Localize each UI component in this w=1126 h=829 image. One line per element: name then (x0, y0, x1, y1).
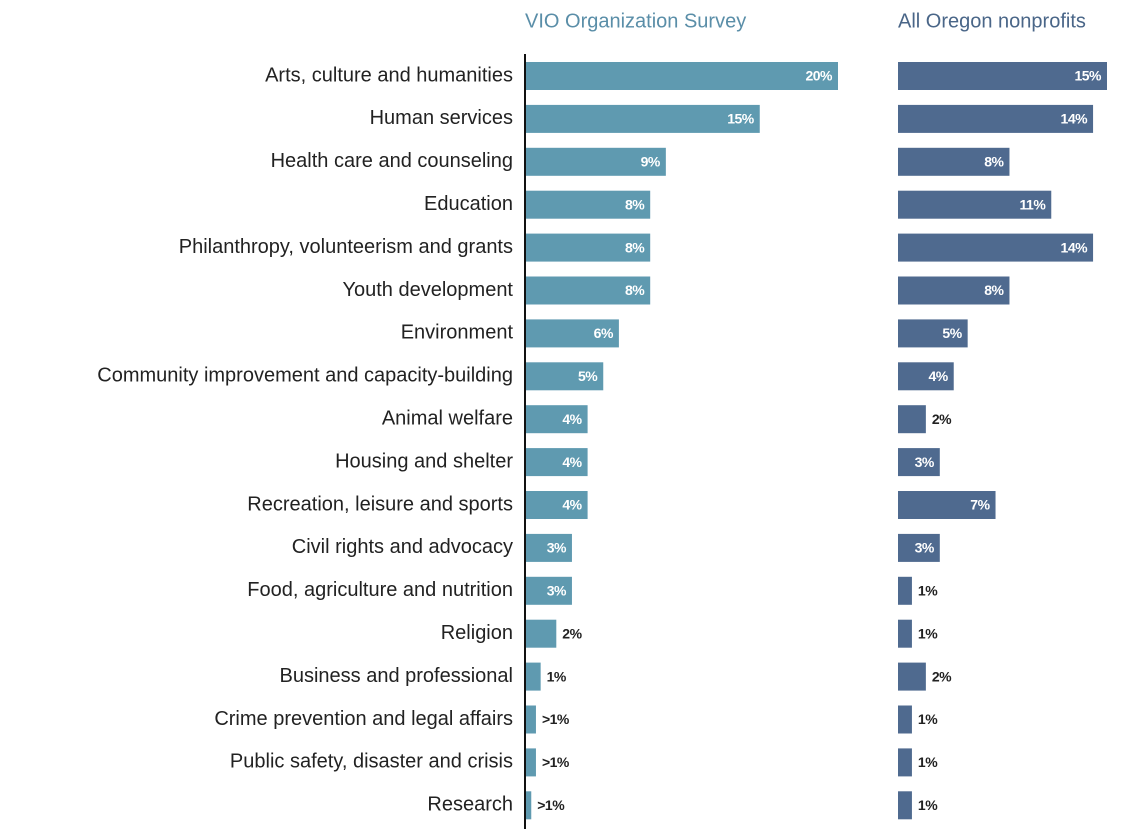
value-label: 8% (625, 282, 645, 298)
value-label: 4% (562, 497, 582, 513)
category-label: Housing and shelter (335, 450, 513, 472)
value-label: 15% (1074, 68, 1102, 84)
value-label: 11% (1020, 196, 1047, 212)
value-label: 5% (942, 325, 962, 341)
value-label: 1% (918, 711, 938, 727)
bar (898, 276, 1010, 305)
value-label: 4% (562, 411, 582, 427)
category-label: Recreation, leisure and sports (247, 493, 513, 515)
bar (526, 748, 536, 777)
category-label: Research (427, 794, 513, 816)
category-label: Civil rights and advocacy (292, 536, 513, 558)
bar (898, 233, 1094, 262)
category-label: Business and professional (280, 665, 513, 687)
category-label: Public safety, disaster and crisis (230, 751, 513, 773)
bar (898, 619, 912, 648)
value-label: 20% (805, 68, 833, 84)
value-label: 2% (932, 668, 952, 684)
value-label: 3% (547, 540, 567, 556)
value-label: 1% (918, 754, 938, 770)
value-label: 4% (562, 454, 582, 470)
bar (898, 62, 1107, 90)
value-label: 14% (1061, 239, 1089, 255)
value-label: 7% (970, 497, 990, 513)
bar (526, 705, 536, 734)
bar (526, 362, 604, 391)
category-label: Community improvement and capacity-build… (97, 365, 513, 387)
bar (898, 104, 1094, 133)
category-label: Youth development (342, 279, 513, 301)
category-label: Animal welfare (382, 407, 513, 429)
bar (898, 491, 996, 519)
bar (526, 104, 760, 133)
value-label: 3% (915, 540, 935, 556)
bar (898, 319, 968, 348)
bar (526, 190, 651, 219)
value-label: >1% (542, 754, 570, 770)
bar (526, 319, 619, 348)
value-label: 3% (547, 583, 567, 599)
bar (898, 662, 926, 691)
value-label: 1% (918, 797, 938, 813)
category-label: Environment (401, 322, 514, 344)
value-label: 5% (578, 368, 598, 384)
bar (898, 405, 926, 434)
value-label: >1% (542, 711, 570, 727)
value-label: 8% (625, 196, 645, 212)
value-label: 2% (562, 625, 582, 641)
bar (526, 147, 666, 176)
bar (898, 362, 954, 391)
value-label: >1% (537, 797, 565, 813)
category-label: Arts, culture and humanities (265, 64, 513, 86)
bar (898, 190, 1052, 219)
bar (898, 748, 912, 777)
bar (898, 791, 912, 820)
value-label: 2% (932, 411, 952, 427)
bar (526, 619, 557, 648)
bar (898, 705, 912, 734)
value-label: 8% (984, 154, 1004, 170)
bar (526, 405, 588, 434)
value-label: 1% (918, 625, 938, 641)
value-label: 4% (928, 368, 948, 384)
value-label: 1% (918, 583, 938, 599)
category-label: Food, agriculture and nutrition (247, 579, 513, 601)
bar (898, 448, 940, 477)
bar (526, 576, 572, 605)
bar (898, 147, 1010, 176)
category-label: Philanthropy, volunteerism and grants (179, 236, 513, 258)
bar (526, 791, 532, 820)
value-label: 14% (1061, 111, 1089, 127)
bar (526, 62, 838, 90)
value-label: 8% (984, 282, 1004, 298)
category-label: Education (424, 193, 513, 215)
value-label: 9% (641, 154, 661, 170)
bar (526, 233, 651, 262)
category-label: Crime prevention and legal affairs (214, 708, 513, 730)
category-label: Human services (370, 107, 513, 129)
panel-title: VIO Organization Survey (525, 10, 746, 32)
bar (526, 491, 588, 519)
value-label: 3% (915, 454, 935, 470)
panel-title: All Oregon nonprofits (898, 10, 1086, 32)
bar (526, 533, 572, 562)
bar (526, 662, 541, 691)
bar (526, 448, 588, 477)
value-label: 15% (727, 111, 755, 127)
value-label: 6% (594, 325, 614, 341)
bar (526, 276, 651, 305)
bar (898, 533, 940, 562)
value-label: 8% (625, 239, 645, 255)
category-label: Religion (441, 622, 513, 644)
value-label: 1% (547, 668, 567, 684)
category-label: Health care and counseling (271, 150, 513, 172)
bar (898, 576, 912, 605)
